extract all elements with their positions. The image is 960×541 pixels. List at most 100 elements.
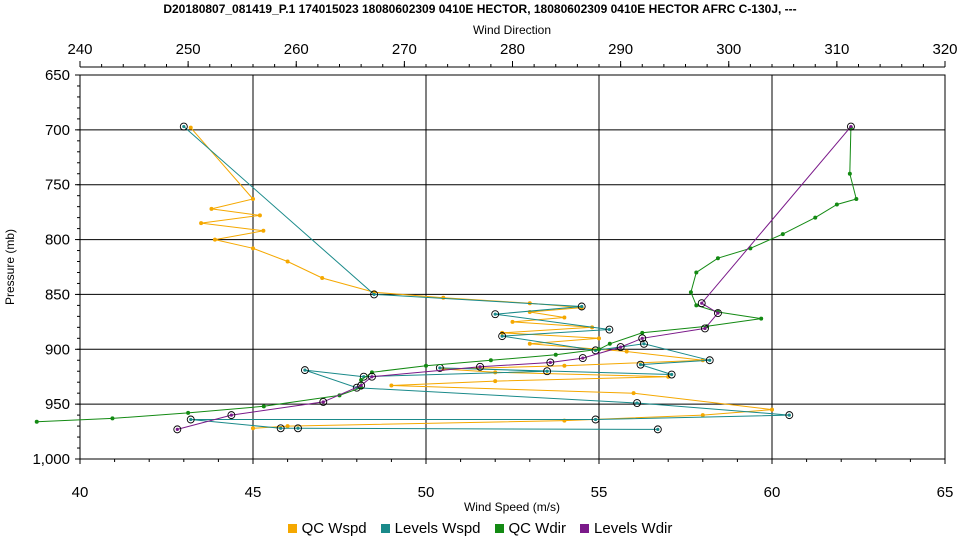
legend-swatch bbox=[580, 524, 590, 533]
y-tick-label: 700 bbox=[45, 122, 70, 139]
data-point bbox=[186, 415, 195, 424]
data-point-core bbox=[279, 426, 283, 430]
data-point bbox=[212, 237, 217, 242]
series-levels-wspd bbox=[179, 122, 794, 434]
data-point bbox=[546, 358, 555, 367]
data-point bbox=[701, 324, 709, 333]
top-tick-label: 270 bbox=[392, 41, 417, 58]
data-point-core bbox=[656, 427, 660, 431]
legend-swatch bbox=[380, 524, 390, 533]
data-point bbox=[276, 424, 285, 433]
data-point bbox=[488, 358, 493, 363]
series-line bbox=[183, 126, 790, 430]
legend-swatch bbox=[287, 524, 297, 533]
bottom-tick-label: 65 bbox=[937, 484, 954, 501]
data-point bbox=[179, 122, 188, 131]
y-tick-label: 850 bbox=[45, 286, 70, 303]
data-point-core bbox=[580, 304, 584, 309]
grid-lines bbox=[79, 74, 946, 460]
data-point bbox=[577, 302, 586, 311]
y-tick-label: 650 bbox=[45, 67, 70, 84]
top-tick-label: 310 bbox=[824, 41, 849, 58]
bottom-tick-label: 60 bbox=[764, 484, 781, 501]
data-point bbox=[813, 215, 818, 220]
data-point bbox=[666, 374, 671, 379]
chart-title: D20180807_081419_P.1 174015023 180806023… bbox=[163, 2, 797, 16]
data-point bbox=[510, 319, 515, 324]
data-point-core bbox=[372, 292, 376, 297]
top-tick-label: 250 bbox=[176, 41, 201, 58]
data-point bbox=[705, 356, 714, 365]
data-point bbox=[359, 378, 364, 383]
data-point bbox=[424, 363, 428, 368]
data-point bbox=[759, 316, 764, 321]
data-point bbox=[476, 362, 485, 371]
data-point-core bbox=[545, 369, 549, 373]
bottom-tick-label: 55 bbox=[591, 484, 608, 501]
data-point bbox=[847, 171, 852, 176]
data-point bbox=[553, 352, 558, 357]
data-point bbox=[370, 290, 379, 299]
data-point-core bbox=[708, 358, 712, 362]
y-tick-label: 750 bbox=[45, 177, 70, 194]
legend-swatch bbox=[494, 524, 504, 533]
data-point-core bbox=[638, 363, 643, 367]
data-point bbox=[694, 303, 699, 308]
data-point bbox=[636, 360, 645, 369]
legend-item: QC Wdir bbox=[494, 520, 566, 537]
data-point bbox=[367, 372, 376, 381]
data-point bbox=[389, 383, 394, 388]
data-point-core bbox=[189, 417, 193, 422]
legend-item: QC Wspd bbox=[287, 520, 367, 537]
data-point bbox=[527, 341, 532, 346]
data-point-core bbox=[175, 427, 179, 431]
data-point bbox=[543, 367, 552, 376]
data-point bbox=[300, 366, 309, 375]
data-point bbox=[441, 295, 446, 300]
data-point bbox=[357, 381, 366, 390]
data-point bbox=[199, 221, 204, 226]
data-point-core bbox=[321, 400, 325, 404]
data-point-core bbox=[700, 301, 704, 305]
data-point bbox=[854, 196, 859, 201]
data-point bbox=[770, 407, 774, 412]
data-point bbox=[359, 372, 368, 381]
data-point bbox=[251, 426, 255, 431]
data-point bbox=[640, 330, 645, 335]
data-point bbox=[640, 339, 648, 348]
data-point bbox=[688, 290, 693, 295]
data-point bbox=[34, 419, 39, 424]
series-line bbox=[190, 127, 773, 429]
data-point bbox=[261, 404, 266, 409]
data-point-core bbox=[640, 336, 644, 340]
data-point-core bbox=[716, 311, 720, 315]
top-tick-label: 290 bbox=[608, 41, 633, 58]
data-point bbox=[110, 416, 115, 421]
data-point bbox=[498, 332, 507, 341]
legend-label: Levels Wspd bbox=[394, 520, 481, 537]
legend-item: Levels Wspd bbox=[380, 520, 481, 537]
y-tick-label: 950 bbox=[45, 396, 70, 413]
data-point bbox=[251, 246, 255, 251]
data-point-core bbox=[849, 124, 853, 129]
series-levels-wdir bbox=[173, 122, 855, 434]
data-point bbox=[605, 325, 614, 334]
data-point-core bbox=[703, 326, 707, 331]
bottom-tick-label: 45 bbox=[245, 484, 262, 501]
plot-frame bbox=[79, 74, 946, 460]
legend: QC Wspd Levels Wspd QC Wdir Levels Wdir bbox=[0, 520, 960, 537]
data-point bbox=[186, 410, 191, 415]
data-point bbox=[700, 413, 705, 418]
data-point bbox=[320, 275, 325, 280]
top-tick-label: 300 bbox=[716, 41, 741, 58]
top-axis-label: Wind Direction bbox=[473, 23, 551, 37]
data-point-core bbox=[635, 401, 639, 405]
data-point bbox=[697, 299, 706, 308]
data-point-core bbox=[593, 417, 598, 422]
data-point bbox=[785, 411, 794, 420]
y-tick-label: 800 bbox=[45, 232, 70, 249]
data-point-core bbox=[229, 413, 233, 417]
data-point bbox=[846, 122, 855, 131]
legend-item: Levels Wdir bbox=[580, 520, 672, 537]
data-point bbox=[653, 425, 662, 434]
